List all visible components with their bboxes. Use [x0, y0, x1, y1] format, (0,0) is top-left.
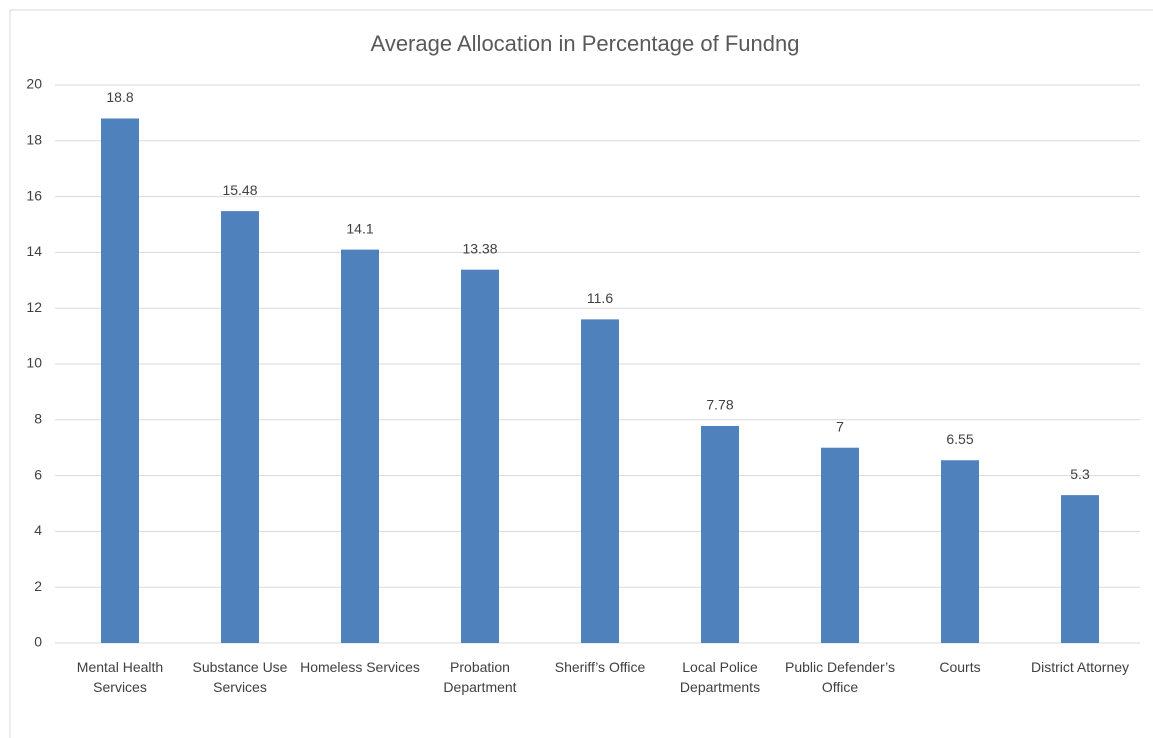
bar: [941, 460, 979, 643]
bar: [581, 319, 619, 643]
x-tick-label: Local Police Departments: [679, 659, 761, 695]
y-tick-label: 14: [26, 243, 42, 259]
bar: [701, 425, 739, 643]
data-label: 7: [836, 418, 844, 434]
data-label: 11.6: [587, 290, 613, 306]
x-tick-label: Courts: [939, 659, 981, 675]
bar: [221, 211, 259, 643]
y-tick-label: 12: [26, 299, 42, 315]
data-label: 18.8: [106, 89, 133, 105]
y-tick-label: 2: [34, 578, 42, 594]
y-tick-label: 6: [34, 466, 42, 482]
data-label: 15.48: [222, 182, 257, 198]
y-tick-label: 18: [26, 132, 42, 148]
bar: [821, 447, 859, 643]
data-label: 13.38: [462, 240, 497, 256]
bar: [1061, 495, 1099, 643]
y-tick-label: 16: [26, 187, 42, 203]
y-tick-label: 4: [34, 522, 42, 538]
data-label: 14.1: [346, 220, 373, 236]
y-tick-label: 8: [34, 411, 42, 427]
bar: [461, 269, 499, 643]
x-tick-label: Mental Health Services: [76, 659, 164, 695]
y-tick-label: 20: [26, 76, 42, 92]
data-label: 5.3: [1070, 466, 1090, 482]
x-tick-label: Substance Use Services: [192, 659, 288, 695]
y-tick-label: 10: [26, 355, 42, 371]
chart-title: Average Allocation in Percentage of Fund…: [371, 31, 800, 56]
x-tick-label: Sheriff’s Office: [554, 659, 646, 675]
x-tick-label: Probation Department: [443, 659, 517, 695]
y-tick-label: 0: [34, 634, 42, 650]
x-tick-label: Homeless Services: [300, 659, 420, 675]
data-label: 7.78: [706, 397, 733, 413]
data-label: 6.55: [946, 431, 973, 447]
x-tick-label: Public Defender’s Office: [785, 659, 895, 695]
x-tick-label: District Attorney: [1030, 659, 1130, 675]
bar: [101, 118, 139, 644]
bar: [341, 249, 379, 644]
